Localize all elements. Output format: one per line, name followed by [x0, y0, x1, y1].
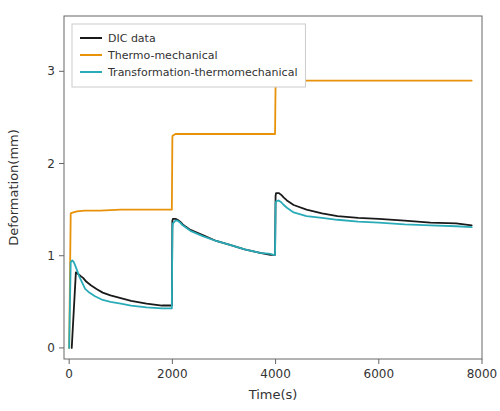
- chart: 0 2000 4000 6000 8000 0 1 2 3 Time(s) Deformation(…: [0, 0, 500, 411]
- y-tick: [59, 347, 64, 348]
- legend-swatch: [80, 37, 102, 39]
- x-tick-label: 8000: [467, 367, 498, 381]
- y-tick-label: 2: [47, 157, 55, 171]
- chart-container: 0 2000 4000 6000 8000 0 1 2 3 Time(s) Deformation(…: [0, 0, 500, 411]
- x-tick: [69, 359, 70, 364]
- plot-background: [64, 16, 482, 359]
- x-tick-label: 0: [65, 367, 73, 381]
- y-tick-label: 0: [47, 341, 55, 355]
- series-line: [72, 193, 472, 348]
- legend-label: Thermo-mechanical: [107, 49, 218, 62]
- x-tick: [378, 359, 379, 364]
- series-line: [69, 200, 472, 348]
- legend: DIC data Thermo-mechanical Transformation-…: [72, 24, 305, 87]
- y-tick-label: 1: [47, 249, 55, 263]
- y-axis-label: Deformation(mm): [6, 129, 21, 246]
- y-tick: [59, 255, 64, 256]
- x-tick: [172, 359, 173, 364]
- legend-swatch: [80, 71, 102, 73]
- y-tick-label: 3: [47, 64, 55, 78]
- y-tick: [59, 71, 64, 72]
- legend-label: DIC data: [108, 32, 156, 45]
- axes: 0 2000 4000 6000 8000 0 1 2 3: [47, 16, 497, 381]
- x-tick-label: 4000: [260, 367, 291, 381]
- x-axis-label: Time(s): [248, 387, 298, 402]
- legend-box: [72, 24, 305, 87]
- x-tick-label: 2000: [157, 367, 188, 381]
- series-group: [69, 81, 472, 348]
- x-tick: [482, 359, 483, 364]
- y-tick: [59, 163, 64, 164]
- x-tick: [275, 359, 276, 364]
- legend-label: Transformation-thermomechanical: [107, 66, 297, 79]
- series-line: [69, 81, 472, 348]
- legend-swatch: [80, 54, 102, 56]
- x-tick-label: 6000: [364, 367, 395, 381]
- plot-frame: [64, 16, 482, 359]
